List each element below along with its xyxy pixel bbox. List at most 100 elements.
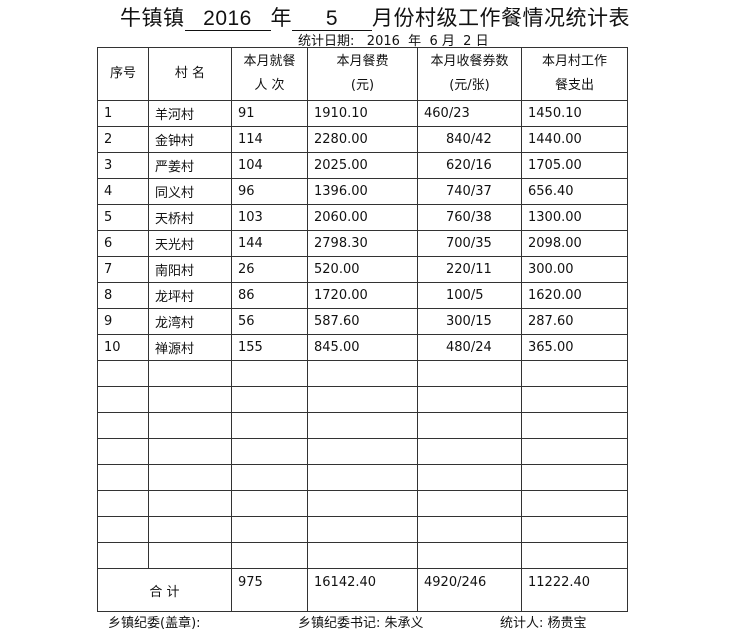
empty-row xyxy=(97,412,628,439)
meal-fee-cell: 845.00 xyxy=(307,334,418,361)
diners-cell: 114 xyxy=(231,126,308,153)
meal-fee-cell: 1910.10 xyxy=(307,100,418,127)
vouchers-cell: 700/35 xyxy=(417,230,522,257)
empty-cell xyxy=(231,490,308,517)
empty-cell xyxy=(97,438,149,465)
work-meal-expense-cell: 365.00 xyxy=(521,334,628,361)
stat-date-day-unit: 日 xyxy=(475,34,489,49)
table-row: 8 龙坪村 86 1720.00 100/5 1620.00 xyxy=(97,282,628,309)
village-name-cell: 龙湾村 xyxy=(148,308,232,335)
page-title: 牛镇镇 2016 年 5 月份村级工作餐情况统计表 xyxy=(0,2,750,32)
meal-fee-cell: 2025.00 xyxy=(307,152,418,179)
village-name-cell: 龙坪村 xyxy=(148,282,232,309)
village-name-cell: 天光村 xyxy=(148,230,232,257)
empty-cell xyxy=(148,438,232,465)
village-name-cell: 金钟村 xyxy=(148,126,232,153)
row-number-cell: 10 xyxy=(97,334,149,361)
row-number-cell: 7 xyxy=(97,256,149,283)
table-row: 3 严姜村 104 2025.00 620/16 1705.00 xyxy=(97,152,628,179)
empty-cell xyxy=(148,542,232,569)
stat-date-label: 统计日期: xyxy=(298,34,355,49)
meal-fee-cell: 1720.00 xyxy=(307,282,418,309)
table-row: 10 禅源村 155 845.00 480/24 365.00 xyxy=(97,334,628,361)
vouchers-cell: 460/23 xyxy=(417,100,522,127)
work-meal-expense-cell: 300.00 xyxy=(521,256,628,283)
row-number-cell: 3 xyxy=(97,152,149,179)
column-header-text: 餐支出 xyxy=(554,78,594,93)
empty-cell xyxy=(417,542,522,569)
diners-cell: 96 xyxy=(231,178,308,205)
meal-fee-cell: 520.00 xyxy=(307,256,418,283)
empty-cell xyxy=(97,542,149,569)
empty-cell xyxy=(97,412,149,439)
village-name-cell: 同义村 xyxy=(148,178,232,205)
diners-cell: 26 xyxy=(231,256,308,283)
empty-cell xyxy=(307,360,418,387)
empty-row xyxy=(97,386,628,413)
empty-row xyxy=(97,490,628,517)
table-row: 6 天光村 144 2798.30 700/35 2098.00 xyxy=(97,230,628,257)
statistician-label: 统计人: 杨贵宝 xyxy=(500,616,587,631)
meal-fee-cell: 2798.30 xyxy=(307,230,418,257)
stat-date-month: 6 xyxy=(429,34,438,49)
empty-cell xyxy=(417,516,522,543)
stat-date-day: 2 xyxy=(463,34,472,49)
diners-cell: 103 xyxy=(231,204,308,231)
title-year: 2016 xyxy=(184,8,271,31)
stat-date-month-unit: 月 xyxy=(441,34,455,49)
meal-fee-cell: 1396.00 xyxy=(307,178,418,205)
column-header: 本月就餐人 次 xyxy=(231,47,308,101)
empty-cell xyxy=(307,542,418,569)
table-row: 4 同义村 96 1396.00 740/37 656.40 xyxy=(97,178,628,205)
vouchers-cell: 760/38 xyxy=(417,204,522,231)
secretary-label: 乡镇纪委书记: 朱承义 xyxy=(298,616,424,631)
empty-cell xyxy=(97,490,149,517)
empty-cell xyxy=(231,360,308,387)
column-header: 本月收餐券数 (元/张) xyxy=(417,47,522,101)
column-header-text: 序号 xyxy=(109,66,136,81)
table-row: 9 龙湾村 56 587.60 300/15 287.60 xyxy=(97,308,628,335)
work-meal-expense-cell: 2098.00 xyxy=(521,230,628,257)
row-number-cell: 5 xyxy=(97,204,149,231)
row-number-cell: 8 xyxy=(97,282,149,309)
empty-cell xyxy=(231,464,308,491)
meal-fee-cell: 2060.00 xyxy=(307,204,418,231)
vouchers-cell: 100/5 xyxy=(417,282,522,309)
empty-cell xyxy=(521,490,628,517)
empty-cell xyxy=(231,516,308,543)
committee-seal-label: 乡镇纪委(盖章): xyxy=(108,616,201,631)
meal-fee-cell: 587.60 xyxy=(307,308,418,335)
empty-cell xyxy=(307,412,418,439)
empty-cell xyxy=(417,438,522,465)
row-number-cell: 1 xyxy=(97,100,149,127)
empty-cell xyxy=(148,464,232,491)
table-row: 7 南阳村 26 520.00 220/11 300.00 xyxy=(97,256,628,283)
empty-cell xyxy=(148,412,232,439)
row-number-cell: 6 xyxy=(97,230,149,257)
title-year-unit: 年 xyxy=(270,7,292,30)
row-number-cell: 4 xyxy=(97,178,149,205)
column-header-text: 人 次 xyxy=(254,78,285,93)
title-month: 5 xyxy=(292,8,372,31)
total-fee: 16142.40 xyxy=(307,568,418,612)
column-header: 序号 xyxy=(97,47,149,101)
village-name-cell: 天桥村 xyxy=(148,204,232,231)
diners-cell: 86 xyxy=(231,282,308,309)
work-meal-expense-cell: 1450.10 xyxy=(521,100,628,127)
stat-date-year: 2016 xyxy=(366,34,400,49)
row-number-cell: 9 xyxy=(97,308,149,335)
empty-cell xyxy=(307,490,418,517)
title-suffix: 月份村级工作餐情况统计表 xyxy=(372,7,630,30)
empty-cell xyxy=(148,386,232,413)
work-meal-expense-cell: 1705.00 xyxy=(521,152,628,179)
total-row: 合 计 975 16142.40 4920/246 11222.40 xyxy=(97,568,628,612)
village-name-cell: 禅源村 xyxy=(148,334,232,361)
column-header: 本月村工作 餐支出 xyxy=(521,47,628,101)
empty-cell xyxy=(417,490,522,517)
table-row: 1 羊河村 91 1910.10 460/23 1450.10 xyxy=(97,100,628,127)
empty-cell xyxy=(307,516,418,543)
village-name-cell: 南阳村 xyxy=(148,256,232,283)
vouchers-cell: 480/24 xyxy=(417,334,522,361)
diners-cell: 155 xyxy=(231,334,308,361)
stat-date-year-unit: 年 xyxy=(408,34,422,49)
